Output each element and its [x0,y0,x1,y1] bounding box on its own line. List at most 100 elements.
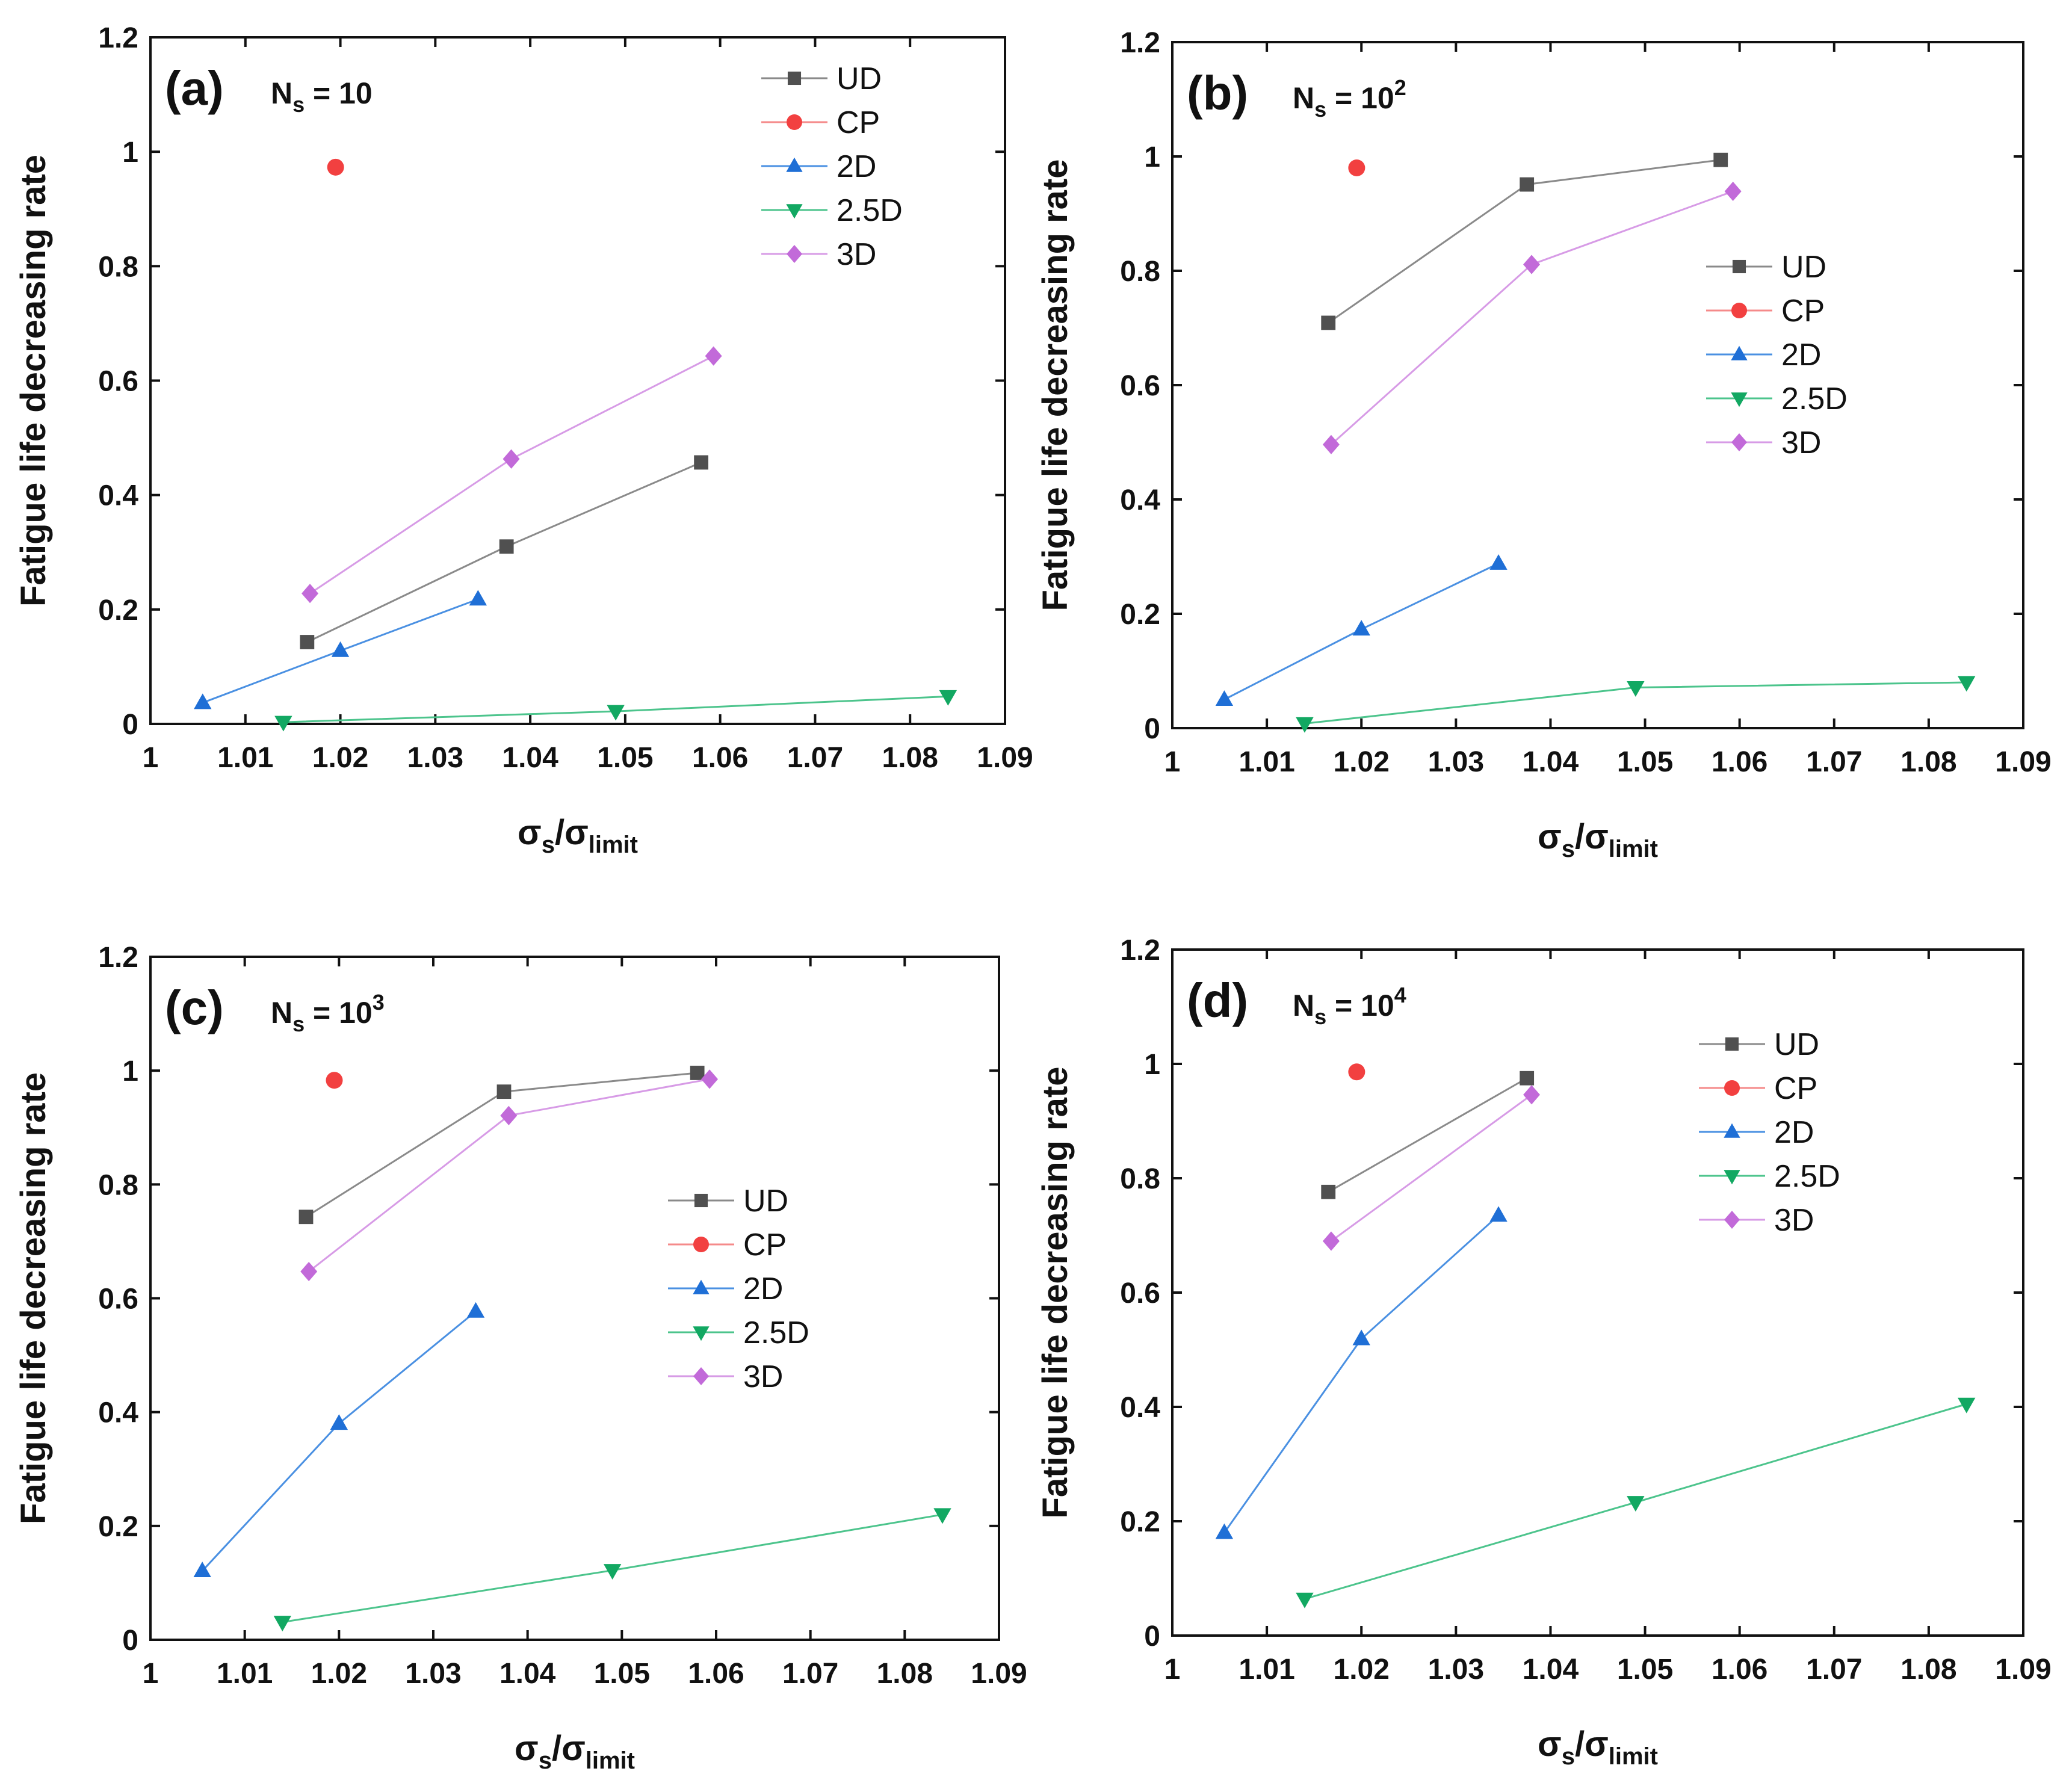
x-tick-label: 1.03 [405,1658,461,1690]
data-point [302,584,319,604]
x-axis-label: σs/σlimit [515,1729,635,1774]
legend: UD CP 2D 2.5D 3D [1699,1027,1840,1238]
data-point [1296,1592,1314,1608]
data-point [1520,1071,1535,1086]
legend-marker [1724,1170,1740,1185]
legend: UD CP 2D 2.5D 3D [668,1184,809,1394]
x-tick-label: 1.08 [1900,746,1956,778]
panel-label: (c) [165,981,224,1034]
legend-marker [1731,392,1748,407]
data-point [298,1210,314,1225]
data-point [331,641,350,657]
legend-marker [786,204,803,219]
legend-item: 2.5D [668,1315,809,1350]
x-label-sigma: σ [1585,817,1609,856]
legend-marker [787,114,802,130]
legend-marker [1724,1211,1740,1229]
series-3D [1322,181,1742,454]
x-tick-label: 1 [143,742,159,774]
ns-base: N [271,76,292,110]
x-tick-label: 1.09 [977,742,1033,774]
data-point [1520,177,1535,192]
y-tick-label: 0.2 [98,1511,138,1543]
y-tick-label: 0.2 [98,595,138,626]
legend-label: UD [837,61,882,96]
data-point [469,590,487,606]
data-point [1348,159,1365,176]
y-tick-label: 0.8 [98,1169,138,1201]
series-line [1330,190,1734,445]
data-point [1958,676,1976,692]
y-tick-label: 1 [122,137,138,168]
data-point [1215,1523,1234,1539]
series-CP [326,1072,343,1089]
y-tick-label: 0 [1144,713,1160,745]
legend-label: 2D [1774,1115,1814,1150]
legend-item: 2.5D [1706,382,1848,416]
ns-annotation: Ns = 10 [271,76,373,117]
data-point [1322,434,1340,454]
y-tick-label: 1.2 [98,22,138,54]
series-CP [1348,1063,1365,1081]
x-label-sigma: σ [515,1729,539,1768]
legend-label: UD [1774,1027,1819,1062]
legend-marker [1732,259,1746,274]
legend-label: UD [1781,250,1826,285]
series-2D [1215,554,1508,706]
y-tick-label: 0.8 [98,251,138,283]
legend-marker [787,245,802,263]
plot-frame [1171,948,2024,1637]
x-label-sub: s [1562,836,1575,862]
ns-sub: s [1314,1004,1326,1029]
x-label-sigma: σ [564,813,589,852]
x-label-sigma: σ [1538,817,1562,856]
series-UD [300,455,709,649]
legend-item: 2D [761,149,876,184]
y-tick-label: 0.6 [98,366,138,398]
x-tick-label: 1.04 [499,1658,556,1690]
x-tick-label: 1.07 [782,1658,838,1690]
series-2D [194,590,487,709]
data-point [193,1562,211,1578]
legend-marker [1724,1080,1740,1096]
data-point [274,715,292,732]
chart-panel: 1 1.01 1.02 1.03 1.04 1.05 1.06 1.07 1.08 1.09 0 0.… [1036,935,2052,1770]
y-axis-label: Fatigue life decreasing rate [1036,159,1075,611]
series-UD [1321,1071,1535,1199]
data-point [1321,1184,1336,1199]
series-2D [193,1302,485,1578]
x-tick-label: 1.03 [407,742,463,774]
ns-base: N [1293,989,1314,1022]
legend-marker [693,1279,710,1294]
x-tick-label: 1.07 [1806,746,1862,778]
x-tick-label: 1.05 [597,742,653,774]
legend-label: 3D [743,1359,783,1394]
x-tick-label: 1.01 [1239,1654,1294,1686]
legend-label: 2.5D [743,1315,809,1350]
ns-sup: 3 [373,990,385,1015]
legend-item: 2.5D [761,193,903,228]
x-label-sub: limit [1609,836,1658,862]
x-tick-label: 1.03 [1428,1654,1484,1686]
ns-sub: s [292,92,305,117]
y-tick-label: 0.6 [98,1284,138,1315]
y-tick-label: 0.6 [1120,1278,1160,1309]
ns-annotation: Ns = 102 [1293,75,1406,122]
y-tick-label: 1.2 [1120,935,1160,966]
data-point [300,1261,318,1282]
series-2.5D [274,690,957,732]
ns-sub: s [292,1012,305,1036]
data-point [1296,717,1314,733]
y-tick-label: 1.2 [1120,27,1160,59]
legend-marker [693,1326,710,1341]
data-point [330,1414,348,1430]
x-tick-label: 1.04 [502,742,558,774]
x-label-sub: s [542,832,555,858]
legend-marker [693,1237,709,1252]
legend-marker [1731,345,1748,360]
legend-item: CP [668,1228,787,1262]
legend-label: 3D [837,237,876,272]
legend-item: 3D [761,237,876,272]
ns-eq: = 10 [305,76,373,110]
x-tick-label: 1.01 [1239,746,1294,778]
